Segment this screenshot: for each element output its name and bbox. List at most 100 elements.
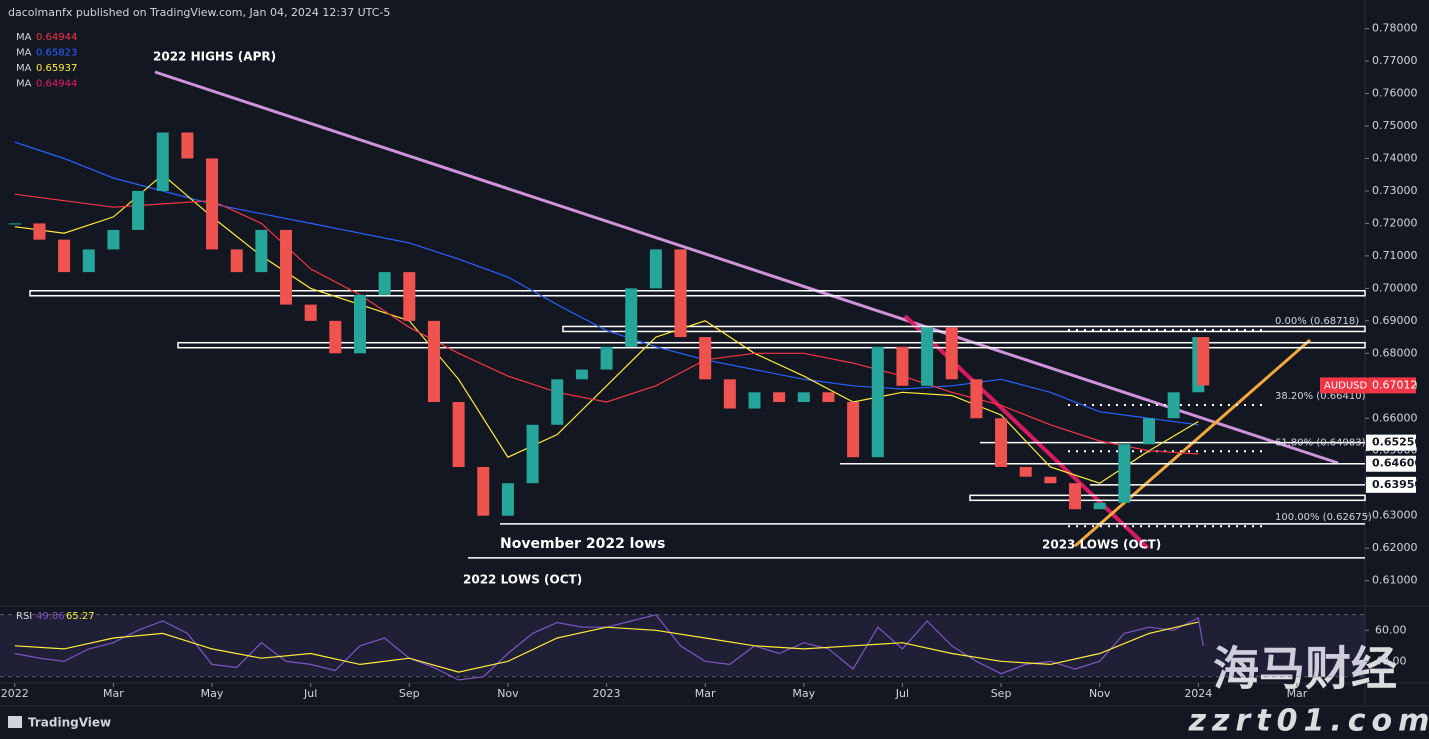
legend-value: 0.65823 [36, 48, 77, 59]
candle [1118, 444, 1131, 503]
candle [575, 369, 588, 380]
level-zone [562, 325, 1366, 333]
y-tick-label: 0.77000 [1372, 54, 1418, 67]
candle [970, 379, 983, 419]
candle [403, 272, 416, 321]
level-zone [29, 289, 1366, 297]
footer-logo: TradingView [28, 716, 111, 730]
candle [156, 132, 169, 191]
candle [1197, 337, 1210, 386]
x-tick-label: Sep [991, 687, 1012, 700]
candle [773, 392, 786, 403]
legend-value: 0.64944 [36, 79, 77, 90]
candle [699, 337, 712, 380]
y-tick-label: 0.74000 [1372, 151, 1418, 164]
x-tick-label: Jul [895, 687, 909, 700]
level-tag [1366, 455, 1416, 472]
fib-label: 38.20% (0.66410) [1275, 391, 1366, 402]
header: dacolmanfx published on TradingView.com,… [8, 6, 390, 19]
candle [181, 132, 194, 159]
candle [33, 223, 46, 240]
candle [132, 190, 145, 230]
candle [822, 392, 835, 403]
candle [871, 346, 884, 458]
x-tick-label: 2022 [1, 687, 29, 700]
annotation: 2022 LOWS (OCT) [463, 573, 582, 587]
candle [797, 392, 810, 403]
y-tick-label: 0.71000 [1372, 249, 1418, 262]
legend-name: MA [16, 32, 32, 43]
candle [230, 249, 243, 273]
annotation: 2023 LOWS (OCT) [1042, 538, 1161, 552]
x-tick-label: May [792, 687, 815, 700]
rsi-value: 49.86 [36, 611, 65, 622]
candle [452, 402, 465, 467]
candle [649, 249, 662, 289]
price-tag [1320, 377, 1416, 394]
legend-value: 0.64944 [36, 32, 77, 43]
y-tick-label: 0.72000 [1372, 216, 1418, 229]
candle [995, 418, 1008, 467]
x-tick-label: Jul [303, 687, 317, 700]
candle [748, 392, 761, 409]
x-tick-label: Mar [1287, 687, 1308, 700]
trendline [154, 70, 1339, 465]
candle [82, 249, 95, 273]
legend-name: MA [16, 79, 32, 90]
annotation: 2022 HIGHS (APR) [153, 50, 276, 64]
y-tick-label: 0.70000 [1372, 281, 1418, 294]
candle [1167, 392, 1180, 419]
level-tag-label: 0.64600 [1372, 457, 1422, 470]
x-tick-label: Nov [497, 687, 519, 700]
candle [1093, 502, 1106, 510]
y-tick-label: 0.73000 [1372, 184, 1418, 197]
level-tag-label: 0.63950 [1372, 478, 1422, 491]
y-tick-label: 0.69000 [1372, 314, 1418, 327]
y-tick-label: 60.00 [1375, 623, 1407, 636]
y-tick-label: 0.66000 [1372, 411, 1418, 424]
candle [206, 158, 219, 250]
legend-name: MA [16, 48, 32, 59]
fib-label: 0.00% (0.68718) [1275, 316, 1359, 327]
candle [674, 249, 687, 338]
level-zone [177, 341, 1366, 349]
rsi-ma-line [14, 621, 1199, 673]
candle [896, 346, 909, 386]
y-tick-label: 0.61000 [1372, 574, 1418, 587]
candle [600, 346, 613, 370]
level-tag-label: 0.65250 [1372, 436, 1422, 449]
watermark: zzrt01.com [1188, 704, 1429, 739]
candle [477, 466, 490, 516]
candle [8, 223, 21, 225]
x-tick-label: Mar [695, 687, 716, 700]
fib-label: 61.80% (0.64983) [1275, 437, 1366, 448]
level-zone [969, 494, 1366, 502]
candle [501, 483, 514, 516]
fib-label: 100.00% (0.62675) [1275, 512, 1372, 523]
candle [1019, 466, 1032, 477]
y-tick-label: 0.68000 [1372, 346, 1418, 359]
candle [378, 272, 391, 295]
watermark: 海马财经 [1213, 642, 1397, 696]
trendline [903, 314, 1150, 550]
price-tag-symbol: AUDUSD [1324, 380, 1368, 391]
x-tick-label: May [201, 687, 224, 700]
y-tick-label: 40.00 [1375, 654, 1407, 667]
candle [847, 402, 860, 458]
candle [427, 320, 440, 403]
candle [551, 379, 564, 425]
x-tick-label: Sep [399, 687, 420, 700]
level-tag [1366, 434, 1416, 451]
y-tick-label: 0.75000 [1372, 119, 1418, 132]
x-tick-label: Mar [103, 687, 124, 700]
logo-icon [8, 716, 22, 728]
rsi-label: RSI [16, 611, 32, 622]
x-tick-label: 2023 [593, 687, 621, 700]
candle [280, 229, 293, 305]
candle [625, 288, 638, 347]
candle [58, 239, 71, 273]
x-tick-label: 2024 [1184, 687, 1212, 700]
legend-value: 0.65937 [36, 63, 77, 74]
